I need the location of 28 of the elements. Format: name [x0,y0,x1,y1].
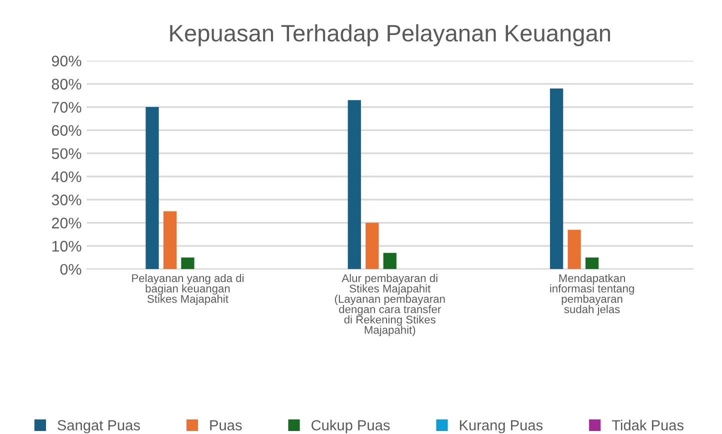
y-tick-label: 50% [52,148,82,160]
legend-label: Sangat Puas [58,420,140,434]
y-tick-label: 20% [52,218,82,228]
legend-label: Puas [210,420,242,430]
legend-label: Cukup Puas [312,420,390,434]
bar [348,100,361,270]
y-tick-label: 60% [52,125,82,136]
y-tick-label: 70% [52,102,82,113]
y-tick-label: 0% [60,264,82,275]
y-tick-label: 40% [52,171,82,182]
x-tick-label: Alur pembayaran di Stikes Majapahit (Layanan pembayaran dengan cara transfer di Rekening Stikes Majapahit) [334,274,445,336]
y-tick-label: 80% [52,78,82,90]
bar [550,88,564,270]
legend-label: Kurang Puas [460,420,543,434]
y-tick-label: 30% [52,194,82,206]
bar [366,222,379,270]
bar [585,258,599,270]
y-tick-label: 10% [52,240,82,252]
bar [163,211,177,270]
chart-title: Kepuasan Terhadap Pelayanan Keuangan [170,24,610,46]
bar [181,258,194,270]
x-tick-label: Mendapatkan informasi tentang pembayaran sudah jelas [550,274,634,316]
legend-label: Tidak Puas [612,420,684,430]
bar [568,230,581,270]
bar [383,252,396,270]
y-tick-label: 90% [52,56,82,66]
bar [146,107,159,270]
x-tick-label: Pelayanan yang ada di bagian keuangan Stikes Majapahit [132,274,244,306]
